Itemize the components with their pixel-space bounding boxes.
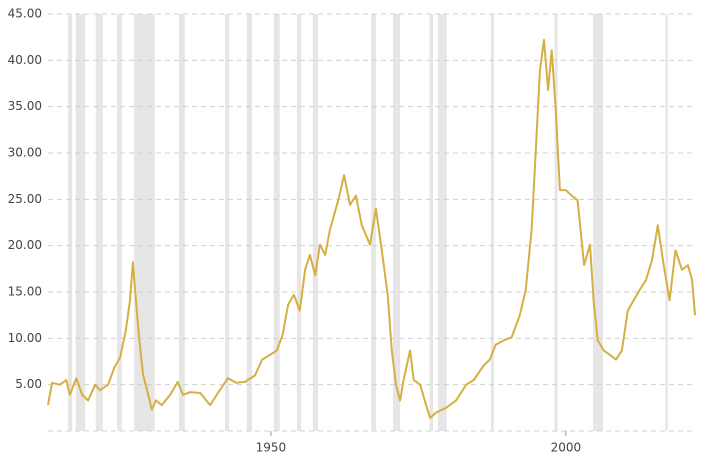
recession-band — [224, 14, 230, 431]
x-tick-label: 1950 — [256, 441, 287, 455]
y-tick-label: 10.00 — [8, 331, 42, 345]
recession-band — [134, 14, 155, 431]
recession-band — [312, 14, 319, 431]
recession-band — [273, 14, 280, 431]
y-tick-label: 30.00 — [8, 146, 42, 160]
x-tick-label: 2000 — [551, 441, 582, 455]
y-tick-label: 25.00 — [8, 192, 42, 206]
recession-band — [296, 14, 302, 431]
recession-band — [665, 14, 668, 431]
recession-band — [246, 14, 253, 431]
recession-band — [592, 14, 603, 431]
recession-band — [178, 14, 185, 431]
recession-band — [490, 14, 494, 431]
y-tick-label: 20.00 — [8, 238, 42, 252]
y-tick-label: 35.00 — [8, 99, 42, 113]
y-tick-label: 5.00 — [15, 377, 42, 391]
recession-band — [429, 14, 434, 431]
recession-band — [75, 14, 86, 431]
recession-band — [95, 14, 103, 431]
recession-band — [437, 14, 447, 431]
y-tick-label: 40.00 — [8, 53, 42, 67]
recession-band — [393, 14, 401, 431]
recession-band — [117, 14, 122, 431]
recession-band — [68, 14, 73, 431]
data-line — [47, 38, 696, 419]
recession-band — [554, 14, 558, 431]
y-tick-label: 45.00 — [8, 7, 42, 21]
y-tick-label: 15.00 — [8, 285, 42, 299]
